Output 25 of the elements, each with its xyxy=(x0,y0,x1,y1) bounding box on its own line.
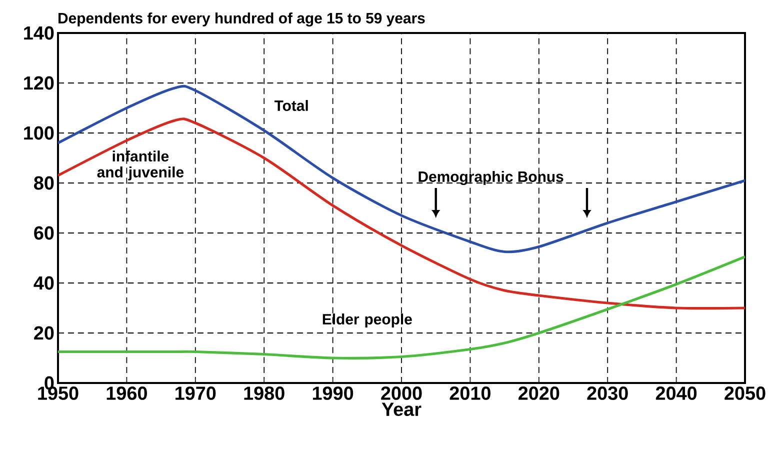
line-series xyxy=(58,118,746,310)
chart-title: Dependents for every hundred of age 15 to 59 years xyxy=(58,12,425,27)
y-tick-label: 80 xyxy=(34,176,54,190)
x-tick-label: 1990 xyxy=(312,386,354,400)
y-tick-label: 140 xyxy=(24,26,54,40)
x-tick-label: 2020 xyxy=(518,386,560,400)
x-tick-label: 1960 xyxy=(106,386,147,400)
x-tick-label: 2000 xyxy=(381,386,422,400)
x-tick-label: 2030 xyxy=(587,386,628,400)
x-tick-label: 1980 xyxy=(244,386,284,400)
x-tick-label: 2050 xyxy=(724,386,766,400)
y-tick-label: 60 xyxy=(34,226,54,240)
annotation: Demographic Bonus xyxy=(418,171,564,185)
series-label: Total xyxy=(274,100,308,111)
x-axis-title: Year xyxy=(382,402,422,416)
x-tick-label: 2010 xyxy=(450,386,490,400)
series-label: Elder people xyxy=(322,314,412,328)
y-tick-label: 120 xyxy=(24,76,54,90)
x-tick-label: 2040 xyxy=(656,386,697,400)
line-series xyxy=(58,255,746,360)
y-tick-label: 100 xyxy=(24,126,54,140)
y-tick-label: 40 xyxy=(34,276,54,290)
series-label: infantile and juvenile xyxy=(97,150,184,180)
y-tick-label: 20 xyxy=(34,326,54,340)
x-tick-label: 1970 xyxy=(176,386,216,400)
